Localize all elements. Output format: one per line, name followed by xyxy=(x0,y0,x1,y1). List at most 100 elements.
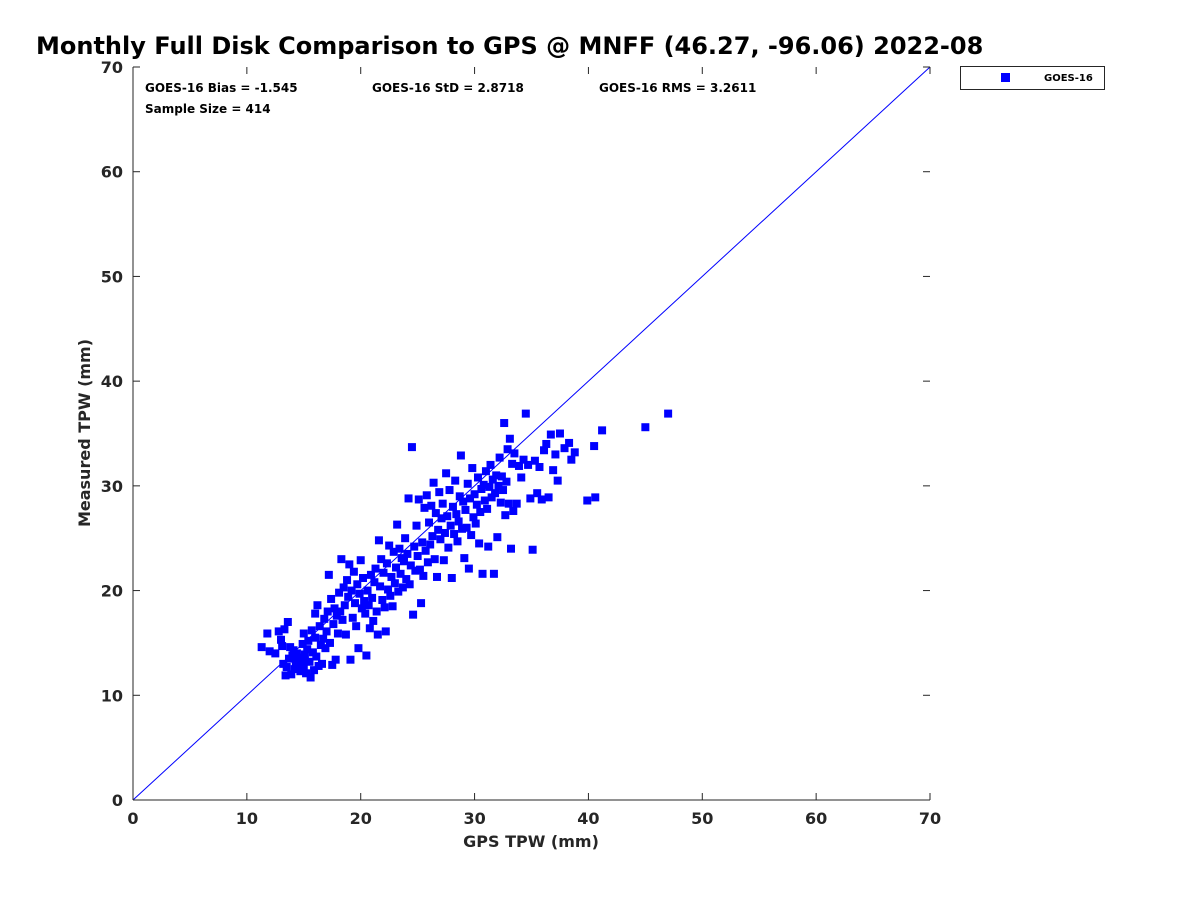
legend-box xyxy=(960,66,1105,90)
data-point xyxy=(335,588,344,597)
data-point xyxy=(549,466,558,475)
y-tick-label: 50 xyxy=(101,267,123,286)
data-point xyxy=(443,512,452,521)
data-point xyxy=(486,460,495,469)
data-point xyxy=(462,523,471,532)
data-point xyxy=(472,500,481,509)
data-point xyxy=(504,499,513,508)
data-point xyxy=(419,571,428,580)
data-point xyxy=(311,633,320,642)
y-axis-ticks: 0 10 20 30 40 50 60 70 xyxy=(101,58,930,810)
data-point xyxy=(384,585,393,594)
data-point xyxy=(412,521,421,530)
data-point xyxy=(303,645,312,654)
data-point xyxy=(337,555,346,564)
data-point xyxy=(495,453,504,462)
data-point xyxy=(461,505,470,514)
data-point xyxy=(454,517,463,526)
data-point xyxy=(447,574,456,583)
data-point xyxy=(315,622,324,631)
legend: GOES-16 xyxy=(960,66,1105,90)
data-point xyxy=(368,593,377,602)
data-point xyxy=(415,565,424,574)
data-point xyxy=(434,525,443,534)
data-point xyxy=(570,448,579,457)
data-point xyxy=(305,657,314,666)
data-point xyxy=(320,614,329,623)
data-point xyxy=(478,569,487,578)
data-point xyxy=(302,669,311,678)
data-point xyxy=(417,599,426,608)
data-point xyxy=(508,459,517,468)
data-point xyxy=(336,607,345,616)
data-point xyxy=(399,557,408,566)
data-points xyxy=(257,409,673,682)
data-point xyxy=(316,641,325,650)
data-point xyxy=(664,409,673,418)
data-point xyxy=(325,638,334,647)
data-point xyxy=(322,627,331,636)
data-point xyxy=(376,582,385,591)
data-point xyxy=(361,609,370,618)
data-point xyxy=(476,508,485,517)
data-point xyxy=(475,539,484,548)
data-point xyxy=(503,445,512,454)
data-point xyxy=(479,480,488,489)
data-point xyxy=(351,599,360,608)
data-point xyxy=(318,659,327,668)
data-point xyxy=(357,604,366,613)
data-point xyxy=(489,569,498,578)
data-point xyxy=(324,570,333,579)
data-point xyxy=(387,572,396,581)
data-point xyxy=(442,469,451,478)
data-point xyxy=(294,660,303,669)
data-point xyxy=(598,426,607,435)
data-point xyxy=(499,486,508,495)
data-point xyxy=(389,547,398,556)
rms-stat: GOES-16 RMS = 3.2611 xyxy=(599,81,756,95)
data-point xyxy=(299,629,308,638)
x-tick-label: 0 xyxy=(127,809,138,828)
data-point xyxy=(492,471,501,480)
data-point xyxy=(423,558,432,567)
data-point xyxy=(343,576,352,585)
data-point xyxy=(463,479,472,488)
data-point xyxy=(392,563,401,572)
data-point xyxy=(455,492,464,501)
data-point xyxy=(313,601,322,610)
data-point xyxy=(278,642,287,651)
data-point xyxy=(540,446,549,455)
data-point xyxy=(312,652,321,661)
data-point xyxy=(473,473,482,482)
data-point xyxy=(366,570,375,579)
data-point xyxy=(494,481,503,490)
data-point xyxy=(517,473,526,482)
y-tick-label: 20 xyxy=(101,582,123,601)
data-point xyxy=(353,580,362,589)
data-point xyxy=(287,670,296,679)
data-point xyxy=(555,429,564,438)
data-point xyxy=(509,506,518,515)
data-point xyxy=(456,451,465,460)
data-point xyxy=(510,449,519,458)
data-point xyxy=(372,607,381,616)
sample-size-stat: Sample Size = 414 xyxy=(145,102,271,116)
data-point xyxy=(283,617,292,626)
data-point xyxy=(373,630,382,639)
data-point xyxy=(390,579,399,588)
x-tick-label: 30 xyxy=(463,809,485,828)
data-point xyxy=(344,592,353,601)
data-point xyxy=(381,627,390,636)
data-point xyxy=(458,524,467,533)
data-point xyxy=(512,499,521,508)
data-point xyxy=(297,656,306,665)
data-point xyxy=(380,603,389,612)
y-tick-label: 10 xyxy=(101,686,123,705)
data-point xyxy=(544,493,553,502)
data-point xyxy=(448,502,457,511)
x-axis-ticks: 0 10 20 30 40 50 60 70 xyxy=(127,67,941,828)
data-point xyxy=(450,530,459,539)
data-point xyxy=(468,464,477,473)
data-point xyxy=(299,664,308,673)
data-point xyxy=(365,624,374,633)
